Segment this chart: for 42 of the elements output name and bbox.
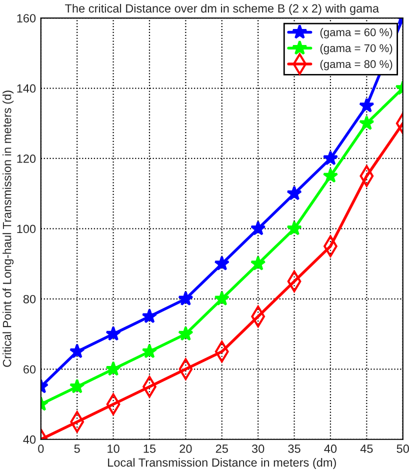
legend-label: (gama = 70 %): [320, 44, 392, 54]
x-tick-label: 0: [38, 444, 44, 453]
point: [359, 115, 374, 130]
x-tick-label: 45: [360, 444, 373, 453]
x-tick-label: 50: [396, 444, 409, 453]
x-tick-label: 30: [252, 444, 264, 453]
point: [106, 361, 121, 376]
point: [250, 220, 266, 236]
point: [69, 378, 85, 394]
y-tick-label: 60: [24, 365, 36, 374]
y-tick-label: 40: [23, 435, 36, 444]
chart-title: The critical Distance over dm in scheme B (2 x 2) with gama: [65, 4, 380, 15]
y-axis-title: Critical Point of Long-haul Transmission in meters (d): [2, 90, 14, 367]
point: [359, 98, 374, 112]
x-tick-label: 5: [74, 444, 80, 453]
point: [322, 168, 338, 183]
point: [142, 344, 158, 358]
y-tick-label: 160: [17, 14, 36, 22]
point: [69, 344, 85, 358]
x-tick-label: 40: [324, 444, 337, 453]
legend-label: (gama = 80 %): [320, 60, 392, 70]
point: [250, 256, 266, 270]
y-tick-label: 80: [23, 294, 36, 304]
point: [214, 290, 230, 306]
x-tick-label: 15: [144, 444, 156, 453]
x-tick-label: 35: [288, 444, 300, 453]
point: [214, 256, 230, 270]
x-axis-title: Local Transmission Distance in meters (dm): [108, 458, 336, 470]
point: [286, 186, 302, 200]
point: [142, 308, 158, 324]
y-tick-label: 120: [17, 154, 36, 163]
x-tick-label: 25: [216, 444, 228, 453]
x-tick-label: 10: [108, 444, 120, 453]
point: [106, 326, 121, 341]
x-tick-label: 20: [180, 444, 192, 453]
y-tick-label: 140: [17, 84, 36, 93]
legend-label: (gama = 60 %): [320, 28, 392, 38]
point: [178, 290, 194, 306]
point: [286, 220, 302, 236]
point: [178, 326, 194, 341]
point: [322, 150, 338, 166]
y-tick-label: 100: [17, 224, 36, 234]
